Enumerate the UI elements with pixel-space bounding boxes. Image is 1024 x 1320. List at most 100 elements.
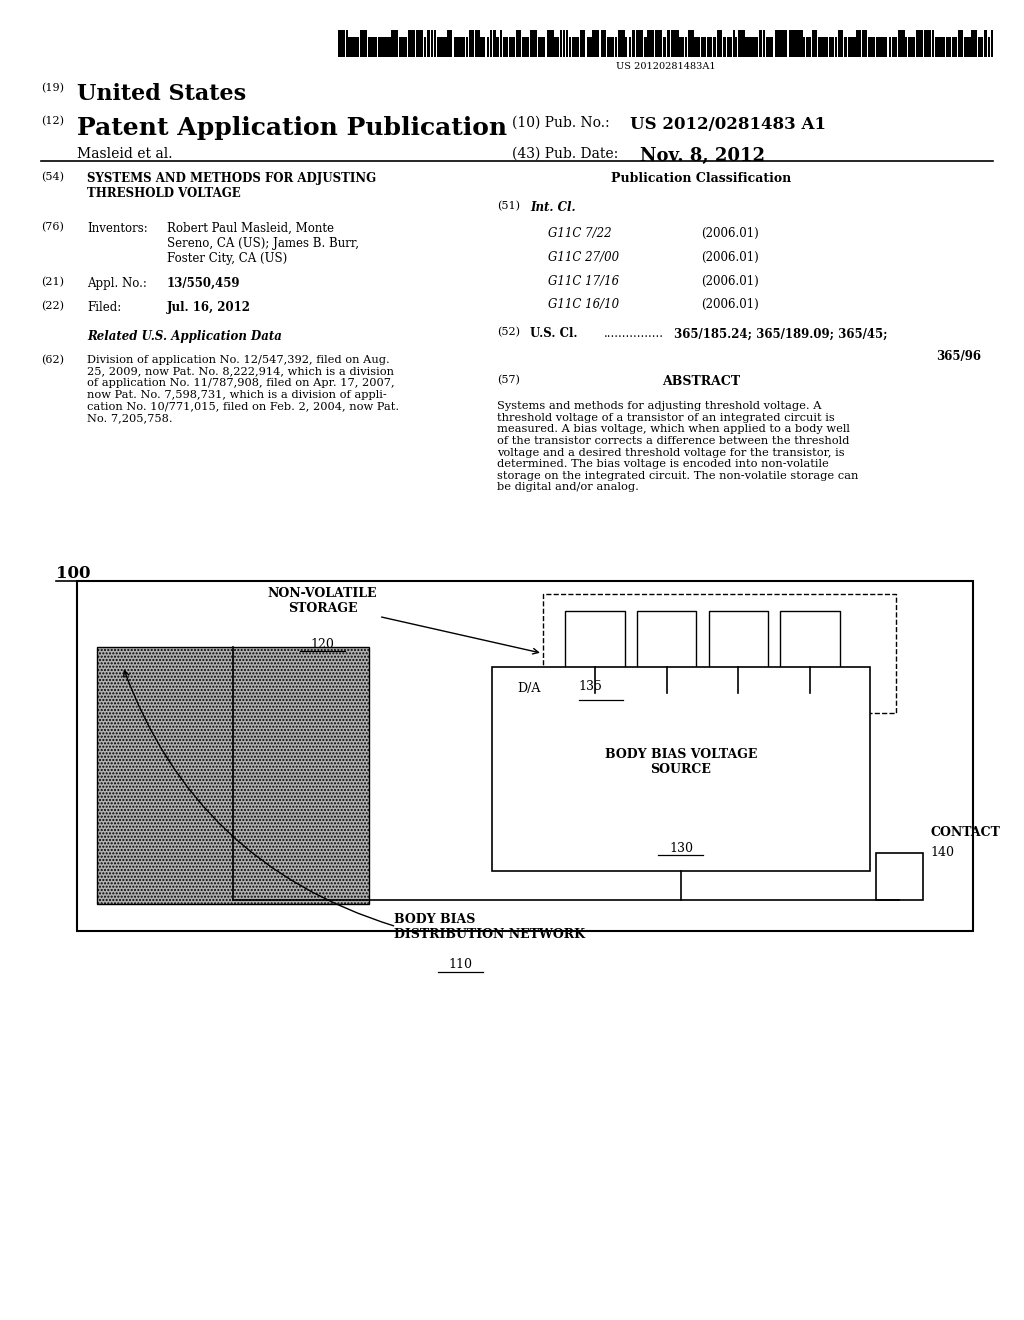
Bar xyxy=(496,37,499,57)
Bar xyxy=(709,611,768,693)
Bar xyxy=(795,30,800,57)
Bar xyxy=(501,30,503,57)
Text: Jul. 16, 2012: Jul. 16, 2012 xyxy=(167,301,251,314)
Bar xyxy=(399,37,407,57)
Text: (76): (76) xyxy=(41,222,63,232)
Bar xyxy=(566,30,568,57)
Bar xyxy=(437,37,439,57)
Bar xyxy=(905,37,907,57)
Bar xyxy=(978,37,983,57)
Text: (52): (52) xyxy=(497,327,519,338)
Bar xyxy=(571,37,580,57)
Bar xyxy=(692,30,694,57)
Bar xyxy=(644,37,647,57)
Bar xyxy=(932,30,934,57)
Bar xyxy=(97,647,369,904)
Bar xyxy=(489,30,492,57)
Bar xyxy=(806,37,811,57)
Bar xyxy=(707,37,712,57)
Text: (62): (62) xyxy=(41,355,63,366)
Bar xyxy=(368,37,370,57)
Bar xyxy=(759,30,762,57)
Bar xyxy=(925,30,932,57)
Bar xyxy=(870,37,876,57)
Bar xyxy=(338,30,345,57)
Bar xyxy=(469,30,474,57)
Text: Masleid et al.: Masleid et al. xyxy=(77,147,172,161)
Bar xyxy=(581,30,586,57)
Text: (19): (19) xyxy=(41,83,63,94)
Text: Systems and methods for adjusting threshold voltage. A
threshold voltage of a tr: Systems and methods for adjusting thresh… xyxy=(497,401,858,492)
Bar xyxy=(600,30,606,57)
Text: 13/550,459: 13/550,459 xyxy=(167,277,241,290)
Bar xyxy=(439,37,446,57)
Text: (10) Pub. No.:: (10) Pub. No.: xyxy=(512,116,609,131)
Bar xyxy=(427,30,430,57)
Bar xyxy=(714,37,717,57)
Bar xyxy=(374,37,377,57)
Bar xyxy=(592,30,599,57)
Bar xyxy=(984,30,987,57)
Bar xyxy=(803,37,805,57)
Bar xyxy=(723,37,726,57)
Bar xyxy=(516,30,519,57)
Text: Patent Application Publication: Patent Application Publication xyxy=(77,116,507,140)
Bar xyxy=(370,37,373,57)
Bar xyxy=(569,37,571,57)
Bar xyxy=(655,30,663,57)
Text: NON-VOLATILE
STORAGE: NON-VOLATILE STORAGE xyxy=(268,587,377,615)
Bar xyxy=(391,30,398,57)
Bar xyxy=(738,30,745,57)
Bar xyxy=(919,30,924,57)
Bar xyxy=(565,611,625,693)
Text: US 2012/0281483 A1: US 2012/0281483 A1 xyxy=(630,116,825,133)
Bar xyxy=(823,37,828,57)
Bar xyxy=(685,37,687,57)
Bar xyxy=(764,30,766,57)
Text: Appl. No.:: Appl. No.: xyxy=(87,277,146,290)
Text: G11C 7/22: G11C 7/22 xyxy=(548,227,611,240)
Bar xyxy=(849,37,856,57)
Bar xyxy=(727,37,732,57)
Bar xyxy=(458,37,463,57)
Bar xyxy=(782,30,787,57)
Text: 110: 110 xyxy=(449,958,473,972)
Text: (57): (57) xyxy=(497,375,519,385)
Bar xyxy=(939,37,944,57)
Text: G11C 27/00: G11C 27/00 xyxy=(548,251,618,264)
Text: (21): (21) xyxy=(41,277,63,288)
Text: 135: 135 xyxy=(579,680,602,693)
Bar xyxy=(475,30,480,57)
Bar xyxy=(539,37,546,57)
Text: 100: 100 xyxy=(56,565,91,582)
Bar xyxy=(408,30,415,57)
Bar xyxy=(679,37,684,57)
Bar xyxy=(749,37,756,57)
Bar xyxy=(945,37,948,57)
Bar xyxy=(626,37,628,57)
Bar xyxy=(351,37,358,57)
Bar xyxy=(757,37,759,57)
Bar xyxy=(547,30,554,57)
Bar xyxy=(560,30,562,57)
Bar xyxy=(732,30,734,57)
Bar xyxy=(431,30,433,57)
Bar xyxy=(788,30,792,57)
Text: 365/96: 365/96 xyxy=(936,350,981,363)
Bar xyxy=(780,611,840,693)
Bar xyxy=(492,667,870,871)
Bar xyxy=(954,37,957,57)
Bar xyxy=(519,30,521,57)
Text: (43) Pub. Date:: (43) Pub. Date: xyxy=(512,147,618,161)
Bar xyxy=(988,37,990,57)
Bar xyxy=(700,37,706,57)
Text: (2006.01): (2006.01) xyxy=(701,251,759,264)
Bar xyxy=(617,30,625,57)
Text: G11C 17/16: G11C 17/16 xyxy=(548,275,618,288)
Text: 365/185.24; 365/189.09; 365/45;: 365/185.24; 365/189.09; 365/45; xyxy=(674,327,887,341)
Bar xyxy=(480,37,485,57)
Bar xyxy=(688,30,691,57)
Bar xyxy=(466,37,468,57)
Text: Inventors:: Inventors: xyxy=(87,222,147,235)
Bar xyxy=(510,37,515,57)
